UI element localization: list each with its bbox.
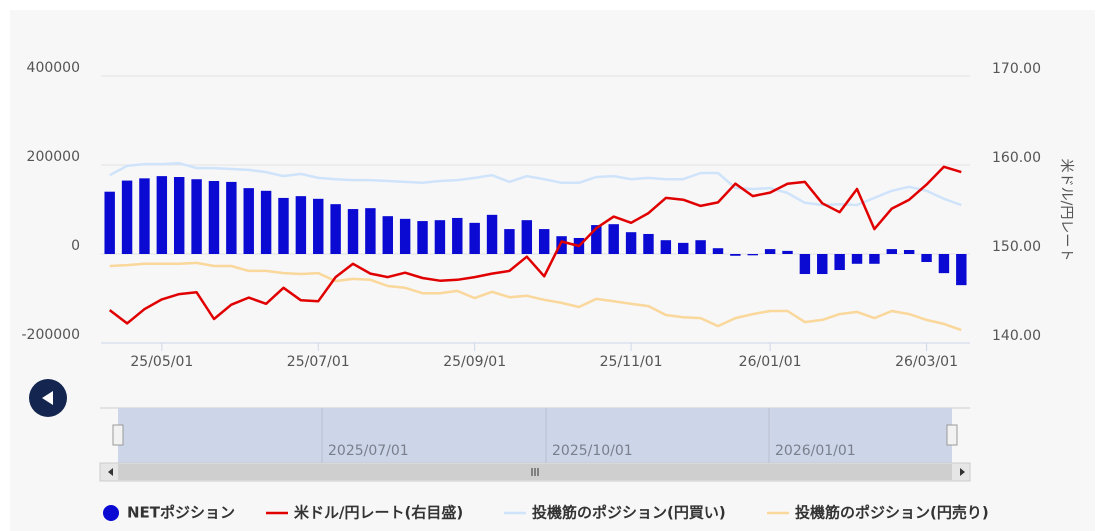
- y-tick-label: 400000: [27, 60, 80, 76]
- bar: [869, 254, 880, 264]
- bar: [817, 254, 828, 275]
- legend-marker: [103, 505, 119, 521]
- bar: [191, 179, 202, 254]
- bar: [226, 181, 237, 254]
- bar: [278, 197, 289, 254]
- bar: [382, 216, 393, 254]
- x-tick-label: 25/11/01: [600, 354, 663, 370]
- navigator-handle-left[interactable]: [112, 424, 124, 446]
- y2-tick-label: 140.00: [992, 328, 1041, 344]
- bar: [678, 242, 689, 254]
- scrollbar-grip: [531, 468, 539, 476]
- y2-tick-label: 160.00: [992, 150, 1041, 166]
- bar: [625, 232, 637, 254]
- bar: [782, 250, 793, 254]
- bar: [538, 229, 550, 254]
- bar: [730, 254, 741, 256]
- bar: [313, 198, 324, 254]
- scroll-right-arrow[interactable]: [960, 468, 965, 476]
- bar: [104, 191, 115, 254]
- bar: [121, 180, 133, 254]
- bar: [469, 222, 480, 254]
- x-tick-label: 25/09/01: [443, 354, 506, 370]
- bar: [921, 254, 932, 263]
- x-tick-label: 26/03/01: [895, 354, 958, 370]
- x-tick-label: 25/07/01: [287, 354, 350, 370]
- bar: [660, 240, 672, 254]
- y-tick-label: 0: [71, 238, 80, 254]
- y2-axis-title: 米ドル/円レート: [1058, 159, 1074, 262]
- y-tick-label: -200000: [22, 327, 81, 343]
- bar: [799, 254, 811, 275]
- legend-label: 投機筋のポジション(円買い): [532, 504, 726, 522]
- navigator-label: 2025/10/01: [552, 443, 633, 459]
- bar: [834, 254, 845, 271]
- bar: [851, 254, 863, 264]
- bar: [365, 208, 376, 254]
- bar: [643, 233, 654, 254]
- legend-label: NETポジション: [127, 504, 235, 522]
- bar: [486, 214, 498, 254]
- bar: [764, 249, 776, 254]
- x-tick-label: 26/01/01: [739, 354, 802, 370]
- bar: [591, 225, 602, 254]
- bar: [903, 249, 915, 254]
- bar: [295, 196, 307, 254]
- bar: [399, 218, 411, 254]
- legend-label: 投機筋のポジション(円売り): [795, 504, 989, 522]
- navigator-handle-right[interactable]: [946, 424, 958, 446]
- bar: [139, 178, 150, 254]
- y-tick-label: 200000: [27, 149, 80, 165]
- y2-tick-label: 150.00: [992, 239, 1041, 255]
- bar: [347, 209, 359, 254]
- navigator-label: 2026/01/01: [775, 443, 856, 459]
- bar: [956, 254, 967, 286]
- navigator-selection[interactable]: [118, 408, 952, 463]
- bar: [521, 220, 533, 254]
- legend-label: 米ドル/円レート(右目盛): [294, 504, 463, 522]
- bar: [556, 236, 567, 254]
- bar: [747, 254, 758, 256]
- bar: [243, 188, 254, 254]
- bar: [208, 181, 220, 254]
- bar: [156, 176, 168, 254]
- line-series: [108, 165, 962, 325]
- scroll-left-arrow[interactable]: [108, 468, 113, 476]
- y2-tick-label: 170.00: [992, 61, 1041, 77]
- navigator-label: 2025/07/01: [328, 443, 409, 459]
- x-tick-label: 25/05/01: [130, 354, 193, 370]
- bar: [886, 249, 898, 254]
- back-button[interactable]: [29, 379, 67, 417]
- bar: [260, 190, 272, 254]
- bar: [417, 221, 428, 254]
- navigator: 2025/07/01 2025/10/01 2026/01/01: [99, 407, 971, 482]
- bar: [712, 248, 724, 254]
- bar: [504, 229, 515, 254]
- bar: [452, 217, 463, 254]
- bar: [330, 204, 341, 254]
- bar: [434, 220, 446, 254]
- line-series: [109, 261, 962, 332]
- back-button-arrow[interactable]: [42, 391, 53, 405]
- bar: [938, 254, 950, 274]
- bar: [173, 177, 185, 254]
- bar: [608, 224, 619, 254]
- line-series: [109, 161, 962, 207]
- bar: [695, 240, 706, 254]
